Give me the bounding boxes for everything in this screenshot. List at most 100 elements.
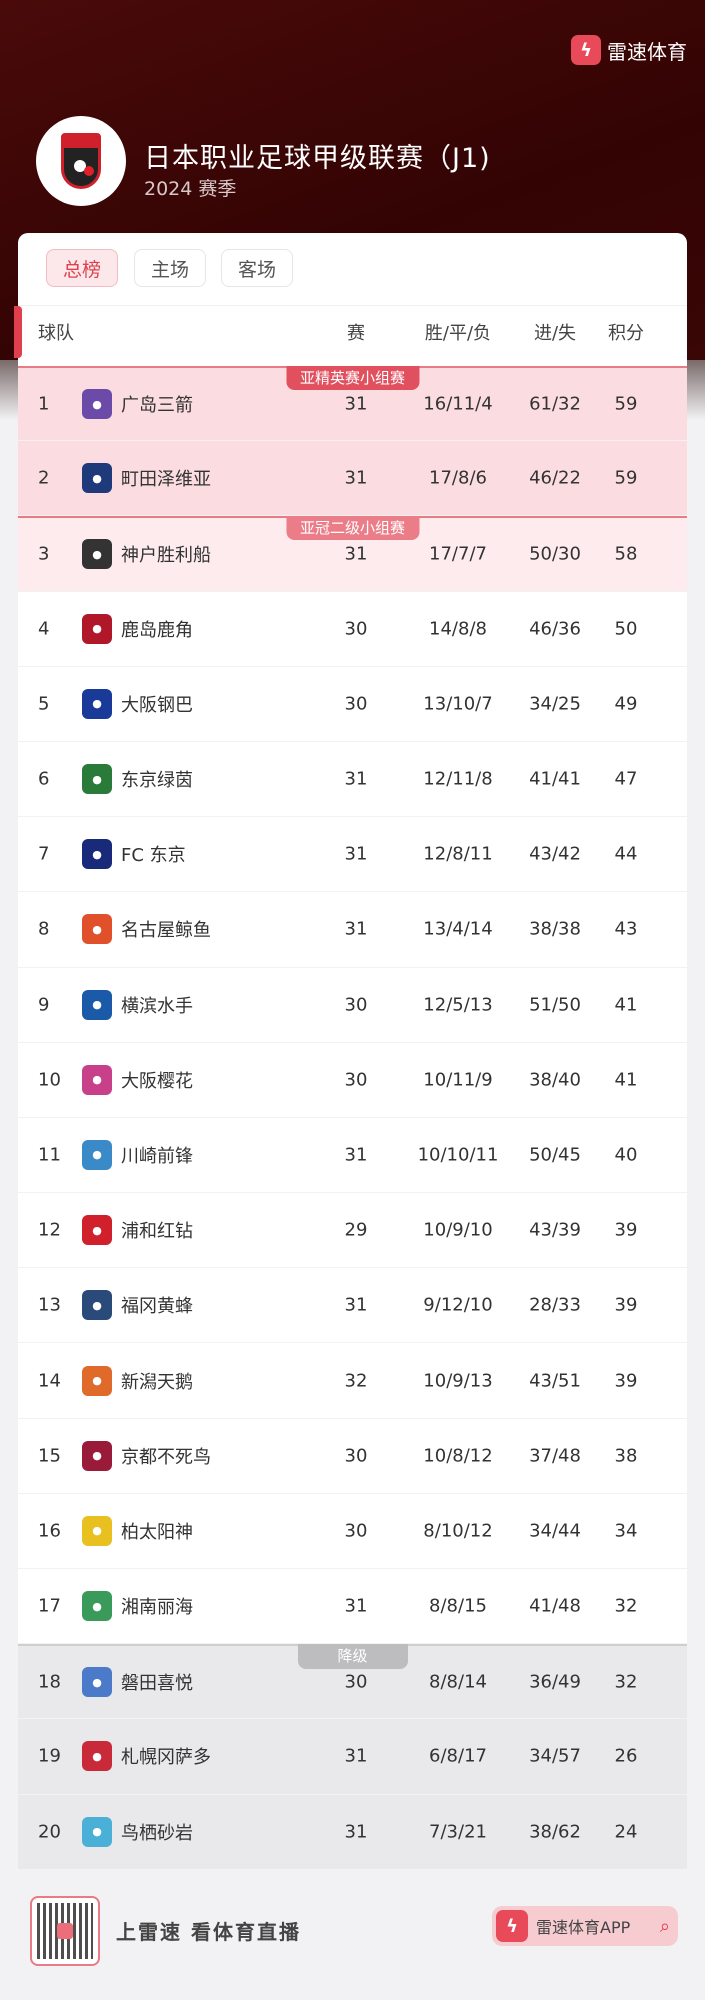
table-row[interactable]: 8 ● 名古屋鲸鱼 31 13/4/14 38/38 43	[18, 892, 687, 968]
team-name[interactable]: 横滨水手	[121, 995, 193, 1017]
divider	[18, 305, 687, 306]
team-crest-icon: ●	[82, 1290, 112, 1321]
team-name[interactable]: 大阪钢巴	[121, 694, 193, 716]
rank: 9	[38, 994, 50, 1016]
win-draw-loss: 12/5/13	[423, 994, 493, 1016]
goals-for-against: 51/50	[529, 994, 581, 1016]
rank: 2	[38, 467, 50, 489]
brand-name: 雷速体育	[607, 39, 687, 64]
app-label: 雷速体育APP	[536, 1918, 631, 1937]
team-name[interactable]: 名古屋鲸鱼	[121, 920, 211, 942]
table-row[interactable]: 19 ● 札幌冈萨多 31 6/8/17 34/57 26	[18, 1719, 687, 1795]
team-name[interactable]: 鸟栖砂岩	[121, 1822, 193, 1844]
table-row[interactable]: 5 ● 大阪钢巴 30 13/10/7 34/25 49	[18, 667, 687, 742]
league-logo	[36, 116, 126, 206]
table-row[interactable]: 12 ● 浦和红钻 29 10/9/10 43/39 39	[18, 1193, 687, 1269]
rank: 19	[38, 1745, 61, 1767]
rank: 7	[38, 843, 50, 865]
table-row[interactable]: 2 ● 町田泽维亚 31 17/8/6 46/22 59	[18, 441, 687, 517]
points: 49	[614, 693, 638, 715]
win-draw-loss: 9/12/10	[423, 1294, 493, 1316]
goals-for-against: 61/32	[529, 393, 581, 415]
team-name[interactable]: 鹿岛鹿角	[121, 619, 193, 641]
table-row[interactable]: 14 ● 新潟天鹅 32 10/9/13 43/51 39	[18, 1343, 687, 1419]
points: 44	[614, 843, 638, 865]
win-draw-loss: 12/8/11	[423, 843, 493, 865]
col-wdl: 胜/平/负	[424, 323, 492, 344]
played: 31	[344, 1144, 368, 1166]
team-name[interactable]: FC 东京	[121, 845, 186, 867]
table-row[interactable]: 7 ● FC 东京 31 12/8/11 43/42 44	[18, 817, 687, 893]
table-row[interactable]: 亚精英赛小组赛 1 ● 广岛三箭 31 16/11/4 61/32 59	[18, 366, 687, 442]
team-crest-icon: ●	[82, 1667, 112, 1698]
table-row[interactable]: 4 ● 鹿岛鹿角 30 14/8/8 46/36 50	[18, 592, 687, 667]
table-row[interactable]: 亚冠二级小组赛 3 ● 神户胜利船 31 17/7/7 50/30 58	[18, 516, 687, 592]
played: 30	[344, 693, 368, 715]
team-crest-icon: ●	[82, 1139, 112, 1170]
win-draw-loss: 17/7/7	[429, 543, 487, 565]
team-name[interactable]: 町田泽维亚	[121, 469, 211, 491]
table-row[interactable]: 13 ● 福冈黄蜂 31 9/12/10 28/33 39	[18, 1268, 687, 1344]
zone-badge-relegation: 降级	[297, 1644, 408, 1670]
team-name[interactable]: 东京绿茵	[121, 770, 193, 792]
table-row[interactable]: 20 ● 鸟栖砂岩 31 7/3/21 38/62 24	[18, 1794, 687, 1870]
team-name[interactable]: 浦和红钻	[121, 1221, 193, 1243]
win-draw-loss: 10/9/10	[423, 1219, 493, 1241]
table-row[interactable]: 降级 18 ● 磐田喜悦 30 8/8/14 36/49 32	[18, 1644, 687, 1720]
rank: 17	[38, 1595, 61, 1617]
goals-for-against: 37/48	[529, 1445, 581, 1467]
points: 32	[614, 1671, 638, 1693]
win-draw-loss: 7/3/21	[429, 1821, 487, 1843]
team-crest-icon: ●	[82, 389, 112, 420]
goals-for-against: 50/45	[529, 1144, 581, 1166]
table-row[interactable]: 10 ● 大阪樱花 30 10/11/9 38/40 41	[18, 1043, 687, 1118]
goals-for-against: 43/42	[529, 843, 581, 865]
tab-away[interactable]: 客场	[221, 249, 293, 287]
points: 38	[614, 1445, 638, 1467]
tab-home[interactable]: 主场	[134, 249, 206, 287]
table-row[interactable]: 17 ● 湘南丽海 31 8/8/15 41/48 32	[18, 1569, 687, 1645]
team-name[interactable]: 大阪樱花	[121, 1070, 193, 1092]
zone-badge-acl2: 亚冠二级小组赛	[285, 516, 420, 541]
team-name[interactable]: 广岛三箭	[121, 395, 193, 417]
win-draw-loss: 13/4/14	[423, 918, 493, 940]
team-name[interactable]: 札幌冈萨多	[121, 1747, 211, 1769]
goals-for-against: 34/44	[529, 1520, 581, 1542]
app-search-button[interactable]: ϟ 雷速体育APP ⌕	[492, 1906, 678, 1946]
team-crest-icon: ●	[82, 764, 112, 795]
table-row[interactable]: 11 ● 川崎前锋 31 10/10/11 50/45 40	[18, 1118, 687, 1194]
zone-badge-acl-elite: 亚精英赛小组赛	[285, 366, 420, 390]
team-crest-icon: ●	[82, 463, 112, 494]
table-row[interactable]: 6 ● 东京绿茵 31 12/11/8 41/41 47	[18, 742, 687, 818]
played: 31	[344, 467, 368, 489]
team-name[interactable]: 京都不死鸟	[121, 1446, 211, 1468]
team-name[interactable]: 神户胜利船	[121, 545, 211, 567]
played: 32	[344, 1370, 368, 1392]
team-name[interactable]: 柏太阳神	[121, 1521, 193, 1543]
team-name[interactable]: 福冈黄蜂	[121, 1296, 193, 1318]
win-draw-loss: 8/8/15	[429, 1595, 487, 1617]
win-draw-loss: 8/8/14	[429, 1671, 487, 1693]
team-name[interactable]: 湘南丽海	[121, 1597, 193, 1619]
accent-bar	[14, 306, 22, 358]
rank: 13	[38, 1294, 61, 1316]
team-crest-icon: ●	[82, 914, 112, 945]
team-name[interactable]: 新潟天鹅	[121, 1371, 193, 1393]
team-name[interactable]: 磐田喜悦	[121, 1673, 193, 1695]
team-name[interactable]: 川崎前锋	[121, 1145, 193, 1167]
played: 30	[344, 618, 368, 640]
lightning-icon: ϟ	[496, 1910, 528, 1942]
goals-for-against: 28/33	[529, 1294, 581, 1316]
rank: 16	[38, 1520, 61, 1542]
table-row[interactable]: 15 ● 京都不死鸟 30 10/8/12 37/48 38	[18, 1419, 687, 1494]
played: 29	[344, 1219, 368, 1241]
win-draw-loss: 10/10/11	[417, 1144, 499, 1166]
points: 39	[614, 1219, 638, 1241]
table-row[interactable]: 9 ● 横滨水手 30 12/5/13 51/50 41	[18, 968, 687, 1043]
played: 30	[344, 1671, 368, 1693]
points: 50	[614, 618, 638, 640]
tab-overall[interactable]: 总榜	[46, 249, 118, 287]
table-row[interactable]: 16 ● 柏太阳神 30 8/10/12 34/44 34	[18, 1494, 687, 1569]
rank: 14	[38, 1370, 61, 1392]
goals-for-against: 50/30	[529, 543, 581, 565]
